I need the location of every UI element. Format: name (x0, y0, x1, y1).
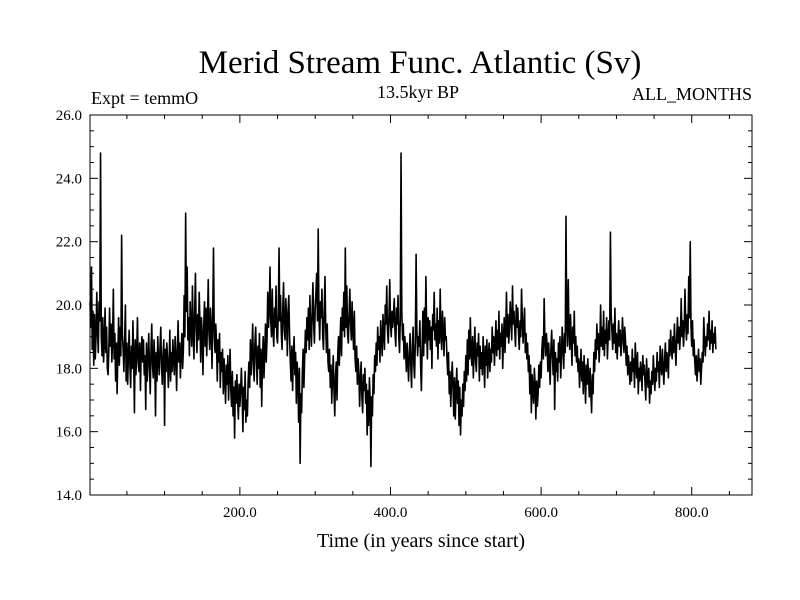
y-tick-label: 14.0 (56, 488, 82, 504)
x-tick-label: 200.0 (223, 505, 257, 521)
x-axis-label: Time (in years since start) (317, 530, 525, 552)
x-tick-label: 800.0 (675, 505, 709, 521)
x-tick-label: 600.0 (524, 505, 558, 521)
y-tick-label: 20.0 (56, 298, 82, 314)
y-axis: 14.0 16.0 18.0 20.0 22.0 24.0 26.0 (56, 108, 752, 504)
y-tick-label: 18.0 (56, 361, 82, 377)
chart-subtitle: 13.5kyr BP (377, 82, 459, 102)
x-axis: 200.0 400.0 600.0 800.0 (126, 115, 730, 521)
experiment-label: Expt = temmO (91, 88, 198, 108)
months-label: ALL_MONTHS (632, 84, 752, 104)
plot-frame (89, 114, 753, 496)
y-tick-label: 24.0 (56, 171, 82, 187)
series-line (89, 152, 717, 468)
y-tick-label: 22.0 (56, 235, 82, 251)
x-tick-label: 400.0 (374, 505, 408, 521)
chart-title: Merid Stream Func. Atlantic (Sv) (199, 45, 642, 81)
y-tick-label: 26.0 (56, 108, 82, 124)
y-tick-label: 16.0 (56, 425, 82, 441)
